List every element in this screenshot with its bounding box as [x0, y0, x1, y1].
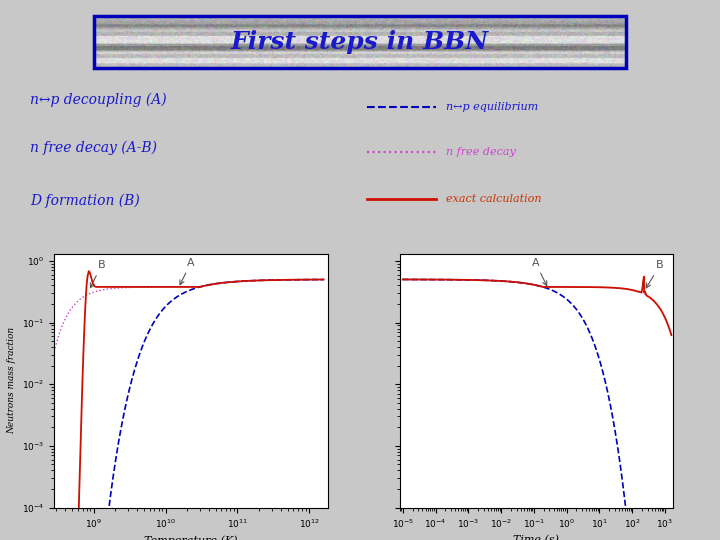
Y-axis label: Neutrons mass fraction: Neutrons mass fraction	[7, 327, 17, 434]
Text: D formation (B): D formation (B)	[30, 194, 140, 208]
Text: First steps in BBN: First steps in BBN	[231, 30, 489, 54]
Text: A: A	[180, 258, 194, 285]
Text: B: B	[91, 260, 105, 288]
X-axis label: Time (s): Time (s)	[513, 535, 559, 540]
Text: n free decay: n free decay	[446, 147, 516, 157]
X-axis label: Temperature (K): Temperature (K)	[144, 535, 238, 540]
Text: n free decay (A-B): n free decay (A-B)	[30, 141, 157, 155]
Text: exact calculation: exact calculation	[446, 194, 542, 204]
Text: B: B	[647, 260, 664, 288]
Text: n↔p equilibrium: n↔p equilibrium	[446, 102, 539, 112]
Text: A: A	[531, 258, 546, 286]
Text: n↔p decoupling (A): n↔p decoupling (A)	[30, 92, 167, 107]
